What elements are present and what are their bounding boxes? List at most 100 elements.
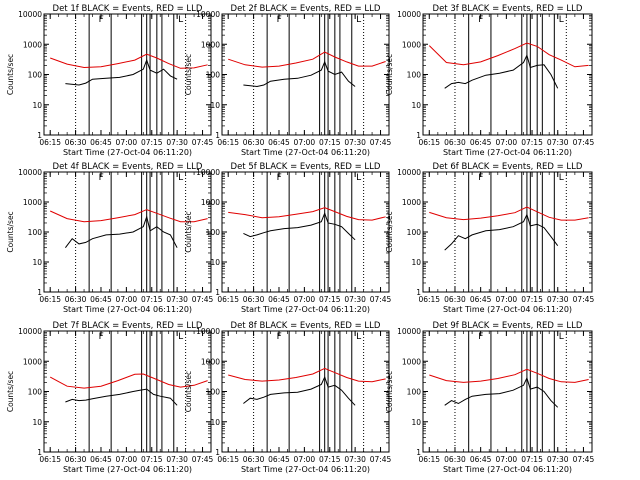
y-axis-label: Counts/sec [385,371,394,412]
x-tick-label: 07:15 [521,138,543,147]
y-tick-label: 1000 [402,198,421,207]
events-series-line [444,376,559,408]
x-tick-label: 06:30 [444,455,466,464]
panel-title: Det 2f BLACK = Events, RED = LLD [231,4,381,14]
y-tick-label: 10000 [196,327,220,336]
x-tick-label: 06:30 [444,295,466,304]
x-tick-label: 07:30 [547,138,569,147]
x-axis-label: Start Time (27-Oct-04 06:11:20) [241,148,370,157]
x-axis-label: Start Time (27-Oct-04 06:11:20) [443,305,572,314]
x-tick-label: 06:15 [418,455,440,464]
panel-det-6: Det 6f BLACK = Events, RED = LLD Counts/s… [385,162,594,314]
y-tick-label: 10 [411,258,421,267]
panel-det-1: Det 1f BLACK = Events, RED = LLD Counts/s… [6,4,214,157]
marker-l: L [356,15,361,25]
y-tick-label: 10000 [397,327,421,336]
x-tick-label: 07:30 [344,455,366,464]
events-series-line [243,60,356,88]
x-axis-label: Start Time (27-Oct-04 06:11:20) [241,465,370,474]
x-tick-label: 07:15 [141,455,163,464]
y-axis-label: Counts/sec [184,211,193,252]
y-axis-label: Counts/sec [6,371,15,412]
x-tick-label: 06:15 [39,138,61,147]
y-axis-label: Counts/sec [385,211,394,252]
y-tick-label: 1000 [201,357,220,366]
lld-series-line [428,42,589,68]
x-tick-label: 07:00 [496,295,518,304]
x-tick-label: 07:15 [319,138,341,147]
panel-title: Det 1f BLACK = Events, RED = LLD [53,4,203,14]
x-tick-label: 06:45 [90,295,112,304]
y-tick-label: 10000 [18,168,42,177]
x-tick-label: 06:30 [444,138,466,147]
x-tick-label: 07:15 [521,295,543,304]
x-tick-label: 07:30 [166,138,188,147]
events-series-line [243,375,356,406]
y-tick-label: 10000 [18,10,42,19]
panel-det-3: Det 3f BLACK = Events, RED = LLD Counts/s… [385,4,594,157]
x-tick-label: 06:15 [39,455,61,464]
marker-f: F [277,15,282,25]
x-axis-label: Start Time (27-Oct-04 06:11:20) [241,305,370,314]
y-tick-label: 1 [416,288,421,297]
x-tick-label: 07:00 [496,455,518,464]
marker-f: F [277,332,282,342]
x-tick-label: 07:00 [116,295,138,304]
marker-f: F [277,173,282,183]
panel-title: Det 9f BLACK = Events, RED = LLD [433,321,583,331]
x-tick-label: 06:45 [470,295,492,304]
x-tick-label: 06:45 [470,138,492,147]
y-tick-label: 10 [411,101,421,110]
x-tick-label: 07:45 [370,295,392,304]
x-tick-label: 07:45 [573,295,595,304]
events-series-line [65,215,178,249]
events-series-line [243,211,356,241]
marker-f: F [99,15,104,25]
x-tick-label: 07:15 [521,455,543,464]
x-tick-label: 07:30 [344,295,366,304]
lld-series-line [228,51,386,68]
marker-f: F [99,332,104,342]
y-tick-label: 10 [411,418,421,427]
y-tick-label: 100 [206,71,221,80]
y-tick-label: 100 [407,228,422,237]
y-tick-label: 1 [37,131,42,140]
y-tick-label: 1 [215,288,220,297]
panel-title: Det 3f BLACK = Events, RED = LLD [433,4,583,14]
panel-det-9: Det 9f BLACK = Events, RED = LLD Counts/s… [385,321,594,474]
y-tick-label: 100 [407,388,422,397]
y-tick-label: 10000 [196,168,220,177]
x-tick-label: 06:45 [268,295,290,304]
panel-title: Det 8f BLACK = Events, RED = LLD [231,321,381,331]
marker-l: L [356,332,361,342]
y-tick-label: 10000 [196,10,220,19]
x-tick-label: 07:45 [192,455,214,464]
x-tick-label: 07:45 [573,455,595,464]
y-axis-label: Counts/sec [184,371,193,412]
x-tick-label: 07:45 [192,295,214,304]
x-axis-label: Start Time (27-Oct-04 06:11:20) [443,148,572,157]
y-tick-label: 10 [32,418,42,427]
y-axis-label: Counts/sec [184,54,193,95]
marker-l: L [559,332,564,342]
lld-series-line [50,53,208,69]
x-tick-label: 06:30 [243,295,265,304]
marker-l: L [178,332,183,342]
marker-f: F [478,332,483,342]
x-tick-label: 07:15 [319,295,341,304]
y-tick-label: 1000 [23,198,42,207]
y-tick-label: 1 [215,131,220,140]
y-tick-label: 1000 [201,198,220,207]
y-tick-label: 1 [416,448,421,457]
y-tick-label: 1000 [201,40,220,49]
marker-f: F [478,15,483,25]
y-tick-label: 1 [416,131,421,140]
x-tick-label: 07:45 [370,455,392,464]
x-tick-label: 07:15 [141,138,163,147]
y-tick-label: 10 [210,418,220,427]
y-tick-label: 100 [28,228,43,237]
x-tick-label: 06:15 [217,295,239,304]
x-tick-label: 06:15 [217,138,239,147]
lld-series-line [429,368,589,383]
